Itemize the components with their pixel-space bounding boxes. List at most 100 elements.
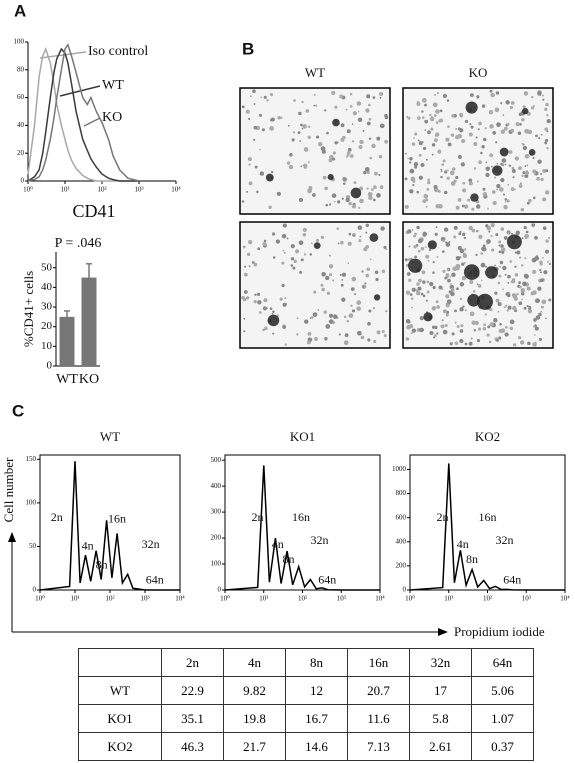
cell-dot xyxy=(445,242,451,247)
cell-dot xyxy=(469,311,475,317)
cell-dot xyxy=(348,201,352,206)
cell-dot xyxy=(523,306,527,310)
cell-dot xyxy=(243,330,246,333)
cell-dot xyxy=(328,313,334,318)
cell-dot xyxy=(261,128,265,132)
cell-dot xyxy=(542,98,545,101)
cell-dot xyxy=(464,309,467,312)
cell-dot xyxy=(505,304,508,307)
cell-dot xyxy=(495,298,500,303)
cell-dot xyxy=(516,292,519,296)
cell-dot xyxy=(542,168,547,173)
cell-dot xyxy=(482,244,486,248)
cell-dot xyxy=(414,165,418,169)
cell-dot xyxy=(424,246,427,249)
cell-dot xyxy=(500,162,503,166)
cell-dot xyxy=(275,239,281,244)
cell-dot xyxy=(530,291,535,296)
table-cell: WT xyxy=(78,676,162,705)
cell-dot xyxy=(468,132,473,137)
cell-dot xyxy=(459,338,464,344)
y-tick-label: 200 xyxy=(396,562,407,570)
cell-dot xyxy=(524,257,527,260)
cell-dot xyxy=(528,306,532,310)
cell-dot xyxy=(462,232,466,236)
cell-dot xyxy=(353,181,357,185)
cell-dot xyxy=(253,299,257,304)
y-tick-label: 50 xyxy=(41,261,53,273)
cell-dot xyxy=(514,273,519,277)
x-tick-label: 10¹ xyxy=(259,595,268,603)
cell-dot xyxy=(303,253,307,256)
cell-dot xyxy=(442,93,448,99)
cell-dot xyxy=(364,282,367,285)
cell-dot xyxy=(486,239,491,244)
cell-dot xyxy=(544,107,548,112)
cell-dot xyxy=(545,317,547,320)
cell-dot xyxy=(442,309,448,314)
cell-dot xyxy=(320,146,326,152)
cell-dot xyxy=(414,232,417,236)
cell-dot xyxy=(498,240,502,244)
megakaryocyte xyxy=(369,233,379,242)
cell-dot xyxy=(485,224,489,228)
cell-dot xyxy=(539,262,543,266)
cell-dot xyxy=(410,332,413,335)
y-tick-label: 50 xyxy=(29,542,37,550)
cell-dot xyxy=(425,299,428,302)
cell-dot xyxy=(533,318,537,322)
cell-dot xyxy=(365,244,370,249)
cell-dot xyxy=(542,197,547,202)
cell-dot xyxy=(260,96,262,99)
cell-dot xyxy=(456,325,460,329)
cell-dot xyxy=(503,126,508,131)
table-cell: 8n xyxy=(285,648,348,677)
cell-dot xyxy=(371,143,376,149)
cell-dot xyxy=(463,204,469,209)
table-header: 2n 4n 8n 16n 32n 64n xyxy=(78,648,534,677)
cell-dot xyxy=(434,232,438,236)
cell-dot xyxy=(315,104,318,107)
y-tick-label: 800 xyxy=(396,489,407,497)
cell-dot xyxy=(305,109,310,113)
cell-dot xyxy=(496,339,499,342)
cell-dot xyxy=(379,96,382,99)
cell-dot xyxy=(532,196,536,200)
cell-dot xyxy=(498,336,502,340)
cell-dot xyxy=(378,154,383,159)
cell-dot xyxy=(367,191,373,197)
peak-label: 16n xyxy=(292,510,310,524)
cell-dot xyxy=(272,232,276,236)
cell-dot xyxy=(432,285,436,290)
cell-dot xyxy=(337,242,340,245)
cell-dot xyxy=(435,132,440,137)
cell-dot xyxy=(475,136,478,139)
cell-dot xyxy=(496,162,499,165)
y-tick-label: 30 xyxy=(41,301,53,313)
table-cell: 17 xyxy=(409,676,472,705)
cell-dot xyxy=(253,262,258,267)
cell-dot xyxy=(337,200,341,204)
panel-label: B xyxy=(242,39,254,58)
cell-dot xyxy=(385,309,388,313)
cell-dot xyxy=(362,129,365,132)
megakaryocyte xyxy=(267,314,280,327)
y-tick-label: 300 xyxy=(211,508,222,516)
cell-dot xyxy=(446,99,450,102)
cell-dot xyxy=(369,258,372,261)
cell-dot xyxy=(282,325,286,330)
cell-dot xyxy=(459,307,464,312)
cell-dot xyxy=(521,264,524,267)
cell-dot xyxy=(317,141,323,147)
cell-dot xyxy=(325,275,330,281)
cell-dot xyxy=(496,184,501,189)
cell-dot xyxy=(298,197,304,203)
arrow-head xyxy=(438,628,448,636)
cell-dot xyxy=(287,124,290,127)
cell-dot xyxy=(385,248,388,251)
cell-dot xyxy=(464,248,467,251)
cell-dot xyxy=(491,190,496,194)
cell-dot xyxy=(249,95,252,98)
cell-dot xyxy=(472,290,476,293)
series-label: Iso control xyxy=(88,44,148,59)
